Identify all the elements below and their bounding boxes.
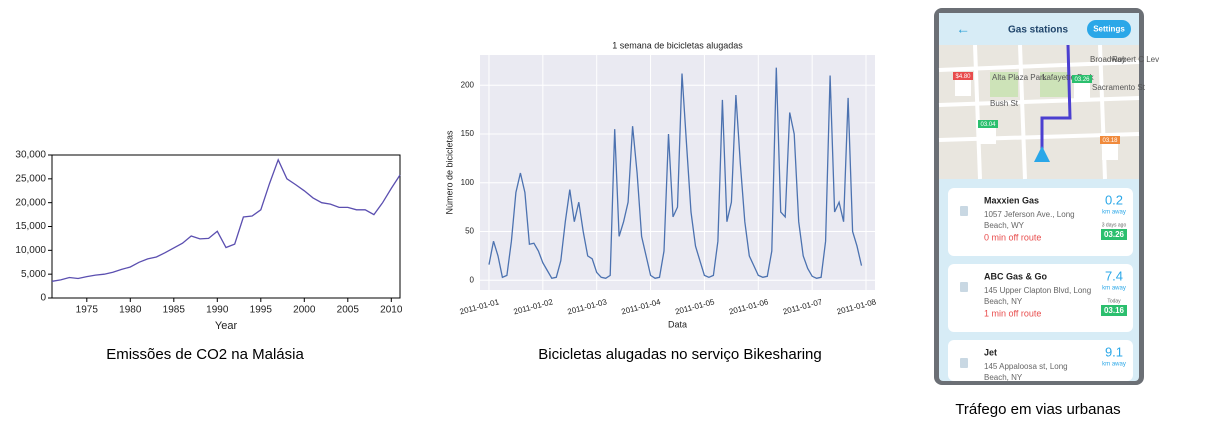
x-tick-label: 2011-01-08 (836, 297, 878, 316)
distance: 0.2 (1105, 192, 1123, 207)
x-tick-label: 1980 (119, 305, 142, 316)
street-label: Lafayette Park (1042, 73, 1095, 82)
park (990, 72, 1018, 97)
distance: 7.4 (1105, 268, 1123, 283)
y-tick-label: 30,000 (15, 150, 46, 161)
route-info: 0 min off route (984, 232, 1041, 242)
street-label: Sacramento St (1092, 83, 1146, 92)
y-tick-label: 150 (461, 129, 475, 138)
distance-unit: km away (1102, 210, 1126, 216)
fuel-icon (960, 282, 968, 292)
price-tag: $4.80 (955, 74, 971, 80)
park (1040, 72, 1068, 97)
axes-frame (51, 154, 401, 299)
x-tick-label: 2000 (293, 305, 316, 316)
card[interactable] (948, 264, 1133, 332)
y-tick-label: 100 (461, 178, 475, 187)
price-tag: 03.18 (1102, 138, 1118, 144)
x-tick-label: 2011-01-05 (674, 297, 716, 316)
distance-unit: km away (1102, 286, 1126, 292)
price: 03.26 (1104, 230, 1125, 239)
distance: 9.1 (1105, 344, 1123, 359)
header-title: Gas stations (1008, 25, 1068, 36)
settings-label: Settings (1093, 25, 1125, 34)
station-address: Beach, NY (984, 373, 1023, 382)
street-label: Alta Plaza Park (992, 73, 1048, 82)
y-axis-label: Número de bicicletas (444, 130, 454, 215)
caption: Tráfego em vias urbanas (955, 401, 1120, 418)
x-axis-label: Data (668, 319, 687, 329)
price-badge (1101, 305, 1127, 316)
station-name: Jet (984, 347, 997, 357)
card[interactable] (948, 188, 1133, 256)
y-tick-label: 25,000 (15, 173, 46, 184)
fuel-icon (960, 358, 968, 368)
x-tick-label: 2011-01-02 (513, 297, 555, 316)
line-series (488, 67, 863, 280)
street-label: Bush St (990, 99, 1019, 108)
x-tick-label: 1990 (206, 305, 229, 316)
card-list: Maxxien Gas 1057 Jeferson Ave., Long Beach… (948, 188, 1133, 382)
x-tick-label: 2005 (337, 305, 360, 316)
station-address: Beach, WY (984, 221, 1025, 230)
settings-button[interactable] (1087, 20, 1131, 38)
y-tick-label: 20,000 (15, 197, 46, 208)
street-label: Broadway (1090, 55, 1126, 64)
y-tick-label: 15,000 (15, 221, 46, 232)
x-tick-label: 1975 (76, 305, 99, 316)
back-button[interactable]: ← (956, 21, 970, 37)
x-tick-label: 2011-01-07 (782, 297, 824, 316)
chart-title: 1 semana de bicicletas alugadas (612, 40, 743, 50)
card[interactable] (948, 340, 1133, 381)
fuel-icon (960, 206, 968, 216)
distance-unit: km away (1102, 362, 1126, 368)
station-address: 1057 Jeferson Ave., Long (984, 210, 1075, 219)
x-axis-label: Year (215, 320, 238, 332)
x-tick-label: 2010 (380, 305, 403, 316)
station-address: 145 Appaloosa st, Long (984, 362, 1068, 371)
y-tick-label: 0 (40, 293, 46, 304)
y-tick-label: 10,000 (15, 245, 46, 256)
x-tick-label: 2011-01-04 (620, 297, 662, 316)
line-series (51, 158, 401, 282)
plot-background (480, 55, 875, 290)
x-tick-label: 2011-01-01 (459, 297, 501, 316)
station-name: Maxxien Gas (984, 195, 1039, 205)
price-tag: 03.04 (980, 122, 996, 128)
station-address: Beach, NY (984, 297, 1023, 306)
x-tick-label: 1995 (250, 305, 273, 316)
price-date: Today (1107, 298, 1121, 304)
x-tick-label: 2011-01-06 (728, 297, 770, 316)
station-address: 145 Upper Clapton Blvd, Long (984, 286, 1091, 295)
price-tag: 03.26 (1074, 77, 1090, 83)
price: 03.16 (1104, 306, 1125, 315)
price-badge (1101, 229, 1127, 240)
map-tags: $4.80 03.26 03.04 03.18 (953, 72, 1120, 160)
x-tick-label: 1985 (163, 305, 186, 316)
route-line (1040, 44, 1072, 152)
caption: Emissões de CO2 na Malásia (106, 346, 304, 363)
caption: Bicicletas alugadas no serviço Bikeshari… (538, 346, 821, 363)
route-info: 1 min off route (984, 308, 1041, 318)
y-tick-label: 200 (461, 80, 475, 89)
phone: Broadway Robert C Lev Alta Plaza Park La… (934, 8, 1159, 385)
y-tick-label: 5,000 (21, 269, 46, 280)
position-marker (1034, 146, 1050, 162)
street-label: Robert C Lev (1112, 55, 1159, 64)
station-name: ABC Gas & Go (984, 271, 1048, 281)
y-tick-label: 50 (465, 227, 474, 236)
y-tick-label: 0 (470, 275, 475, 284)
x-tick-label: 2011-01-03 (566, 297, 608, 316)
price-date: 3 days ago (1102, 222, 1127, 228)
